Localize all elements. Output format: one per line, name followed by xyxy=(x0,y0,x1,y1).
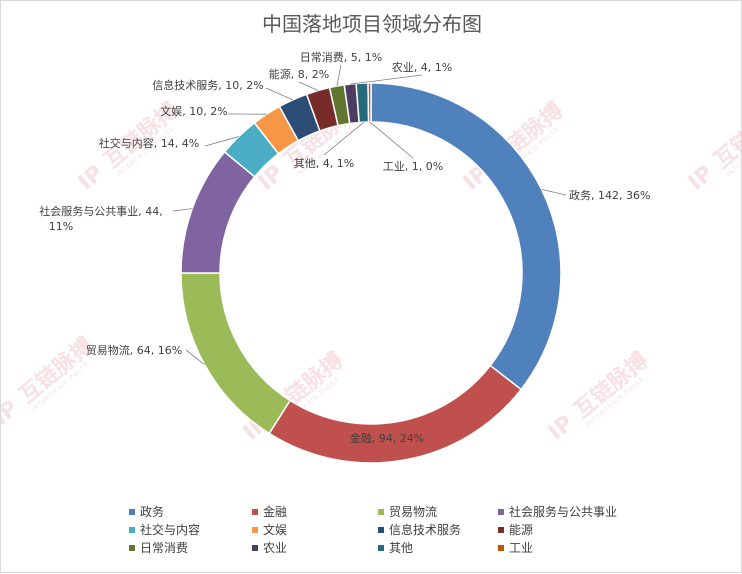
chart-title: 中国落地项目领域分布图 xyxy=(262,12,482,36)
data-label-0: 政务, 142, 36% xyxy=(569,188,650,202)
legend-label-6: 信息技术服务 xyxy=(389,522,461,537)
legend-swatch-4 xyxy=(129,527,135,533)
data-label-10: 其他, 4, 1% xyxy=(294,157,354,170)
legend-swatch-7 xyxy=(498,527,504,533)
legend-label-4: 社交与内容 xyxy=(140,522,200,537)
legend-item-2: 贸易物流 xyxy=(378,505,437,519)
legend-swatch-6 xyxy=(378,527,384,533)
legend-label-2: 贸易物流 xyxy=(389,505,437,519)
data-label-9: 农业, 4, 1% xyxy=(392,60,452,74)
legend-item-1: 金融 xyxy=(252,504,287,519)
data-label-5: 文娱, 10, 2% xyxy=(160,104,227,118)
legend-swatch-8 xyxy=(129,545,135,551)
legend-item-8: 日常消费 xyxy=(129,541,188,555)
legend-swatch-2 xyxy=(378,509,384,515)
leader-line-9 xyxy=(350,75,422,84)
data-label-7: 能源, 8, 2% xyxy=(269,67,329,81)
legend-label-8: 日常消费 xyxy=(140,541,188,555)
legend-swatch-3 xyxy=(498,509,504,515)
data-label-1: 金融, 94, 24% xyxy=(350,431,424,445)
legend-item-0: 政务 xyxy=(129,504,164,519)
data-label-4: 社交与内容, 14, 4% xyxy=(99,136,199,150)
legend-label-5: 文娱 xyxy=(263,522,287,537)
legend-swatch-5 xyxy=(252,527,258,533)
leader-line-3 xyxy=(173,209,192,211)
legend-label-9: 农业 xyxy=(263,541,287,555)
legend-item-10: 其他 xyxy=(378,541,413,555)
data-label-6: 信息技术服务, 10, 2% xyxy=(152,78,263,92)
data-label-11: 工业, 1, 0% xyxy=(383,160,443,173)
legend-swatch-0 xyxy=(129,509,135,515)
slice-10 xyxy=(356,83,369,122)
leader-line-6 xyxy=(266,88,293,100)
slice-3 xyxy=(181,152,255,273)
legend-label-10: 其他 xyxy=(389,541,413,555)
leader-line-7 xyxy=(299,82,318,91)
legend-label-3: 社会服务与公共事业 xyxy=(509,504,617,519)
leader-line-0 xyxy=(542,189,566,195)
legend-swatch-11 xyxy=(498,545,504,551)
legend-label-1: 金融 xyxy=(263,504,287,519)
legend-item-11: 工业 xyxy=(498,541,533,555)
legend-item-5: 文娱 xyxy=(252,522,287,537)
leader-line-8 xyxy=(337,65,341,86)
slice-11 xyxy=(368,83,371,122)
svg-text:IP: IP xyxy=(544,411,579,446)
legend-swatch-1 xyxy=(252,509,258,515)
legend-swatch-9 xyxy=(252,545,258,551)
slice-2 xyxy=(181,273,290,433)
svg-text:IP: IP xyxy=(1,396,23,431)
svg-text:IP: IP xyxy=(684,161,719,196)
legend-label-11: 工业 xyxy=(509,541,533,555)
legend-item-6: 信息技术服务 xyxy=(378,522,461,537)
data-label-3: 社会服务与公共事业, 44,11% xyxy=(39,204,163,233)
legend-item-3: 社会服务与公共事业 xyxy=(498,504,617,519)
legend-item-7: 能源 xyxy=(498,523,533,537)
data-label-8: 日常消费, 5, 1% xyxy=(300,50,382,64)
svg-text:IP: IP xyxy=(74,161,109,196)
legend-item-9: 农业 xyxy=(252,541,287,555)
data-label-2: 贸易物流, 64, 16% xyxy=(86,343,182,357)
legend-label-7: 能源 xyxy=(509,523,533,537)
legend-swatch-10 xyxy=(378,545,384,551)
leader-line-11 xyxy=(370,122,413,158)
legend-label-0: 政务 xyxy=(140,504,164,519)
legend-item-4: 社交与内容 xyxy=(129,522,200,537)
